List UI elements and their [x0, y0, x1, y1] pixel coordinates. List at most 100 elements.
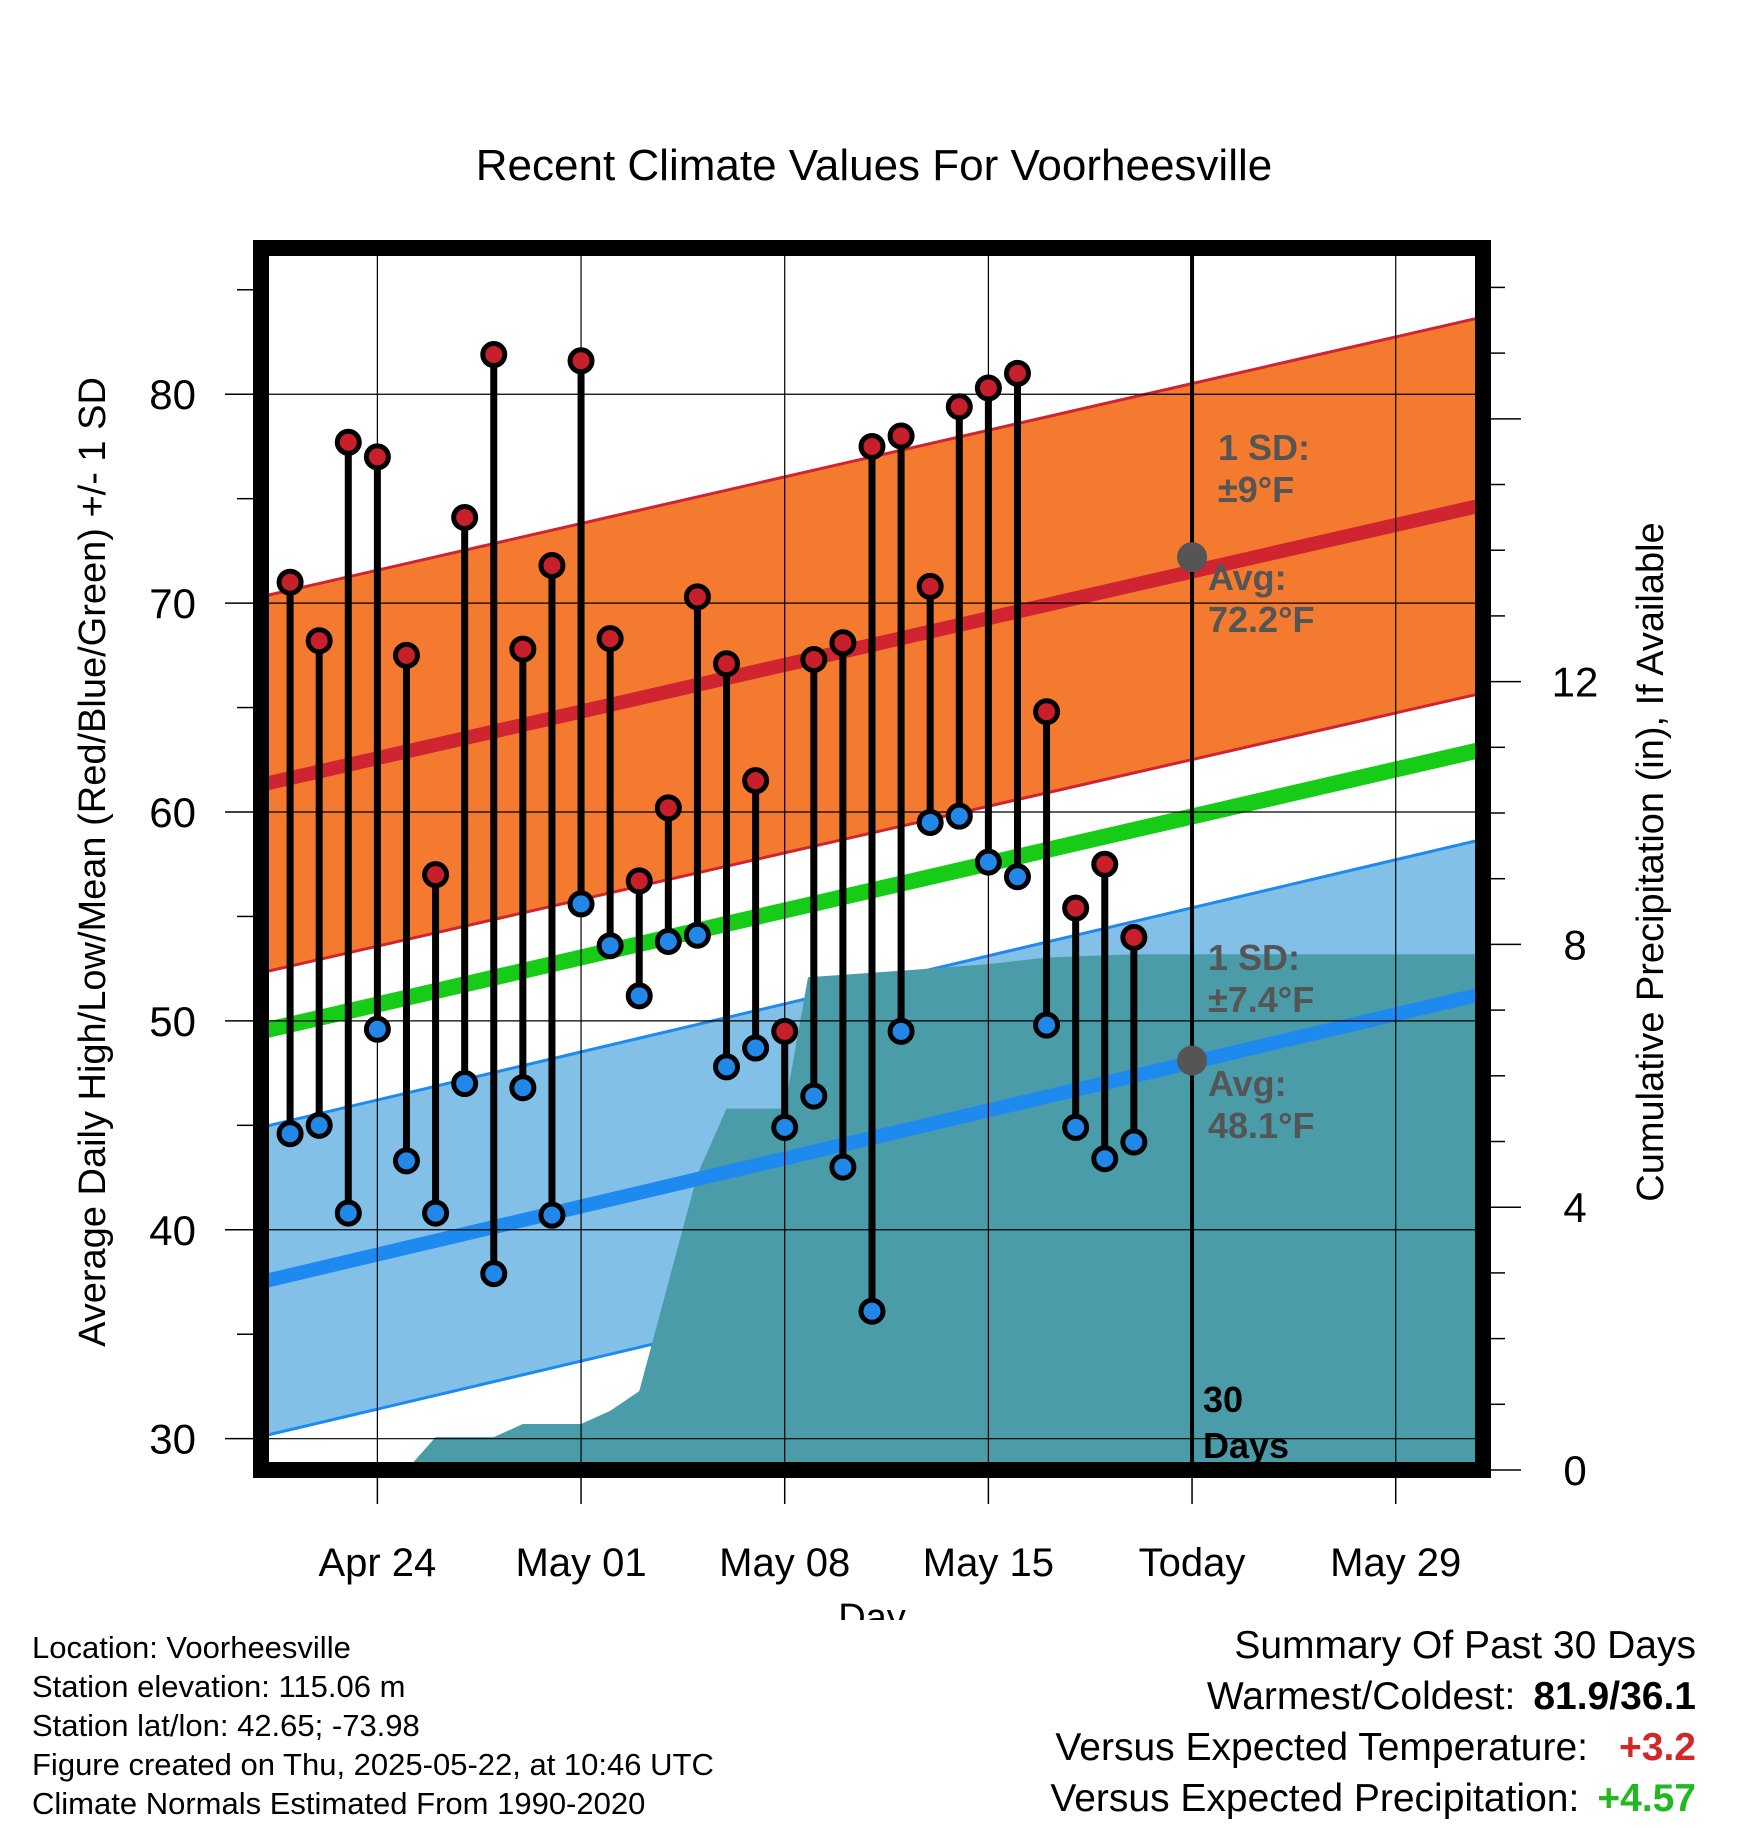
high-sd-annotation: 1 SD: ±9°F — [1218, 427, 1310, 510]
y-tick-label: 30 — [149, 1416, 196, 1463]
y-axis-label: Average Daily High/Low/Mean (Red/Blue/Gr… — [72, 377, 114, 1347]
low-temp-point — [363, 1015, 391, 1043]
high-temp-point — [480, 341, 508, 369]
today-normal-low-marker — [1177, 1045, 1208, 1076]
low-temp-point — [451, 1070, 479, 1098]
warmest-coldest-row: Warmest/Coldest: 81.9/36.1 — [1050, 1671, 1696, 1722]
y2-tick-label: 12 — [1552, 659, 1599, 706]
y2-tick-label: 8 — [1563, 921, 1586, 968]
y-tick-label: 60 — [149, 789, 196, 836]
high-temp-point — [276, 568, 304, 596]
high-temp-point — [422, 861, 450, 889]
period-label: 30 Days — [1203, 1379, 1289, 1466]
low-temp-point — [858, 1297, 886, 1325]
low-temp-point — [480, 1260, 508, 1288]
low-temp-point — [334, 1199, 362, 1227]
plot-frame — [253, 240, 1491, 1478]
chart-title: Recent Climate Values For Voorheesville — [476, 141, 1272, 190]
elevation-text: Station elevation: 115.06 m — [32, 1669, 406, 1704]
low-temp-point — [945, 802, 973, 830]
low-temp-point — [742, 1034, 770, 1062]
low-temp-point — [683, 921, 711, 949]
high-temp-point — [800, 646, 828, 674]
warmest-coldest-label: Warmest/Coldest: — [1206, 1675, 1516, 1718]
x-tick-label: Apr 24 — [318, 1541, 436, 1585]
high-temp-point — [858, 432, 886, 460]
low-temp-point — [1003, 863, 1031, 891]
low-temp-point — [1120, 1128, 1148, 1156]
y2-tick-label: 4 — [1563, 1184, 1586, 1231]
x-tick-label: Today — [1139, 1541, 1246, 1585]
y-tick-label: 80 — [149, 371, 196, 418]
high-temp-point — [1003, 359, 1031, 387]
x-tick-label: May 15 — [923, 1541, 1054, 1585]
high-temp-point — [654, 794, 682, 822]
station-info: Location: Voorheesville Station elevatio… — [32, 1628, 714, 1823]
temp-departure-label: Versus Expected Temperature: — [1055, 1726, 1588, 1769]
y2-tick-label: 0 — [1563, 1447, 1586, 1494]
high-temp-point — [392, 641, 420, 669]
y2-axis-label: Cumulative Precipitation (in), If Availa… — [1630, 522, 1672, 1201]
high-temp-point — [596, 625, 624, 653]
low-temp-point — [916, 808, 944, 836]
low-temp-point — [654, 928, 682, 956]
high-temp-point — [305, 627, 333, 655]
low-temp-point — [538, 1201, 566, 1229]
low-temp-point — [887, 1017, 915, 1045]
low-temp-point — [829, 1153, 857, 1181]
latlon-text: Station lat/lon: 42.65; -73.98 — [32, 1708, 420, 1743]
y-tick-label: 70 — [149, 580, 196, 627]
precip-departure-label: Versus Expected Precipitation: — [1050, 1777, 1580, 1820]
low-avg-annotation: Avg: 48.1°F — [1208, 1063, 1314, 1146]
low-sd-annotation: 1 SD: ±7.4°F — [1208, 937, 1314, 1020]
high-temp-point — [945, 393, 973, 421]
low-temp-point — [1091, 1145, 1119, 1173]
high-temp-point — [1062, 894, 1090, 922]
low-temp-point — [567, 890, 595, 918]
high-temp-point — [509, 635, 537, 663]
low-temp-point — [1033, 1011, 1061, 1039]
low-temp-point — [625, 982, 653, 1010]
y-tick-label: 50 — [149, 998, 196, 1045]
precip-departure-value: +4.57 — [1597, 1777, 1696, 1820]
high-temp-point — [887, 422, 915, 450]
high-temp-point — [771, 1017, 799, 1045]
location-text: Location: Voorheesville — [32, 1630, 351, 1665]
high-temp-point — [363, 443, 391, 471]
created-text: Figure created on Thu, 2025-05-22, at 10… — [32, 1747, 714, 1782]
low-temp-point — [392, 1147, 420, 1175]
high-temp-point — [974, 374, 1002, 402]
high-avg-annotation: Avg: 72.2°F — [1208, 557, 1314, 640]
summary-panel: Summary Of Past 30 Days Warmest/Coldest:… — [1050, 1620, 1696, 1824]
high-temp-point — [1091, 850, 1119, 878]
low-temp-point — [305, 1111, 333, 1139]
high-temp-point — [625, 867, 653, 895]
x-tick-label: May 29 — [1330, 1541, 1461, 1585]
today-normal-high-marker — [1177, 542, 1208, 573]
low-temp-point — [509, 1074, 537, 1102]
x-tick-label: May 08 — [719, 1541, 850, 1585]
high-temp-point — [829, 629, 857, 657]
low-temp-point — [596, 932, 624, 960]
x-tick-label: May 01 — [515, 1541, 646, 1585]
low-temp-point — [1062, 1113, 1090, 1141]
y-tick-label: 40 — [149, 1207, 196, 1254]
low-temp-point — [713, 1053, 741, 1081]
x-axis-label: Day — [838, 1597, 906, 1620]
high-temp-point — [742, 767, 770, 795]
high-temp-point — [1033, 698, 1061, 726]
climate-chart: Recent Climate Values For Voorheesville … — [72, 141, 1672, 1620]
low-temp-point — [422, 1199, 450, 1227]
high-temp-point — [916, 572, 944, 600]
high-temp-point — [713, 650, 741, 678]
warmest-coldest-value: 81.9/36.1 — [1533, 1675, 1696, 1718]
high-temp-point — [538, 552, 566, 580]
temp-departure-value: +3.2 — [1619, 1726, 1696, 1769]
high-temp-point — [1120, 923, 1148, 951]
precip-departure-row: Versus Expected Precipitation: +4.57 — [1050, 1773, 1696, 1824]
high-temp-point — [567, 347, 595, 375]
normals-text: Climate Normals Estimated From 1990-2020 — [32, 1786, 646, 1821]
low-temp-point — [800, 1082, 828, 1110]
high-temp-point — [334, 428, 362, 456]
temp-departure-row: Versus Expected Temperature: +3.2 — [1050, 1722, 1696, 1773]
